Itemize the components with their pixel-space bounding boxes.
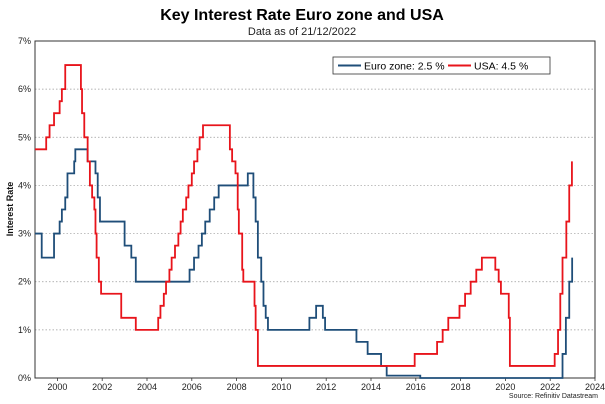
x-axis-tick-labels: 2000 2002 2004 2006 2008 2010 2012 2014 2016 2018… xyxy=(47,378,605,392)
x-tick-label: 2002 xyxy=(92,382,112,392)
y-axis-label: Interest Rate xyxy=(5,182,15,237)
series-layer xyxy=(35,64,574,379)
x-tick-label: 2000 xyxy=(47,382,67,392)
y-tick-label: 0% xyxy=(18,373,31,383)
y-tick-label: 5% xyxy=(18,132,31,142)
source-note: Source: Refinitiv Datastream xyxy=(509,393,598,400)
legend-label-euro: Euro zone: 2.5 % xyxy=(364,61,445,73)
y-axis-tick-labels: 0% 1% 2% 3% 4% 5% 6% 7% xyxy=(18,36,31,383)
x-tick-label: 2008 xyxy=(227,382,247,392)
x-tick-label: 2018 xyxy=(451,382,471,392)
chart-title: Key Interest Rate Euro zone and USA xyxy=(160,7,444,24)
x-tick-label: 2006 xyxy=(182,382,202,392)
x-tick-label: 2004 xyxy=(137,382,157,392)
legend-box xyxy=(332,56,551,75)
x-tick-label: 2024 xyxy=(585,382,605,392)
x-tick-label: 2012 xyxy=(316,382,336,392)
y-tick-label: 2% xyxy=(18,277,31,287)
y-tick-label: 1% xyxy=(18,325,31,335)
y-tick-label: 7% xyxy=(18,36,31,46)
y-tick-label: 6% xyxy=(18,84,31,94)
x-tick-label: 2014 xyxy=(361,382,381,392)
legend-label-usa: USA: 4.5 % xyxy=(474,61,528,73)
y-tick-label: 4% xyxy=(18,180,31,190)
plot-area-frame xyxy=(34,40,596,379)
x-tick-label: 2022 xyxy=(540,382,560,392)
x-tick-label: 2010 xyxy=(271,382,291,392)
chart-subtitle: Data as of 21/12/2022 xyxy=(248,26,356,38)
series-line-usa xyxy=(35,64,573,367)
series-line-euro xyxy=(35,148,574,379)
y-tick-label: 3% xyxy=(18,229,31,239)
x-tick-label: 2020 xyxy=(495,382,515,392)
legend: Euro zone: 2.5 % USA: 4.5 % xyxy=(332,56,551,75)
x-tick-label: 2016 xyxy=(406,382,426,392)
